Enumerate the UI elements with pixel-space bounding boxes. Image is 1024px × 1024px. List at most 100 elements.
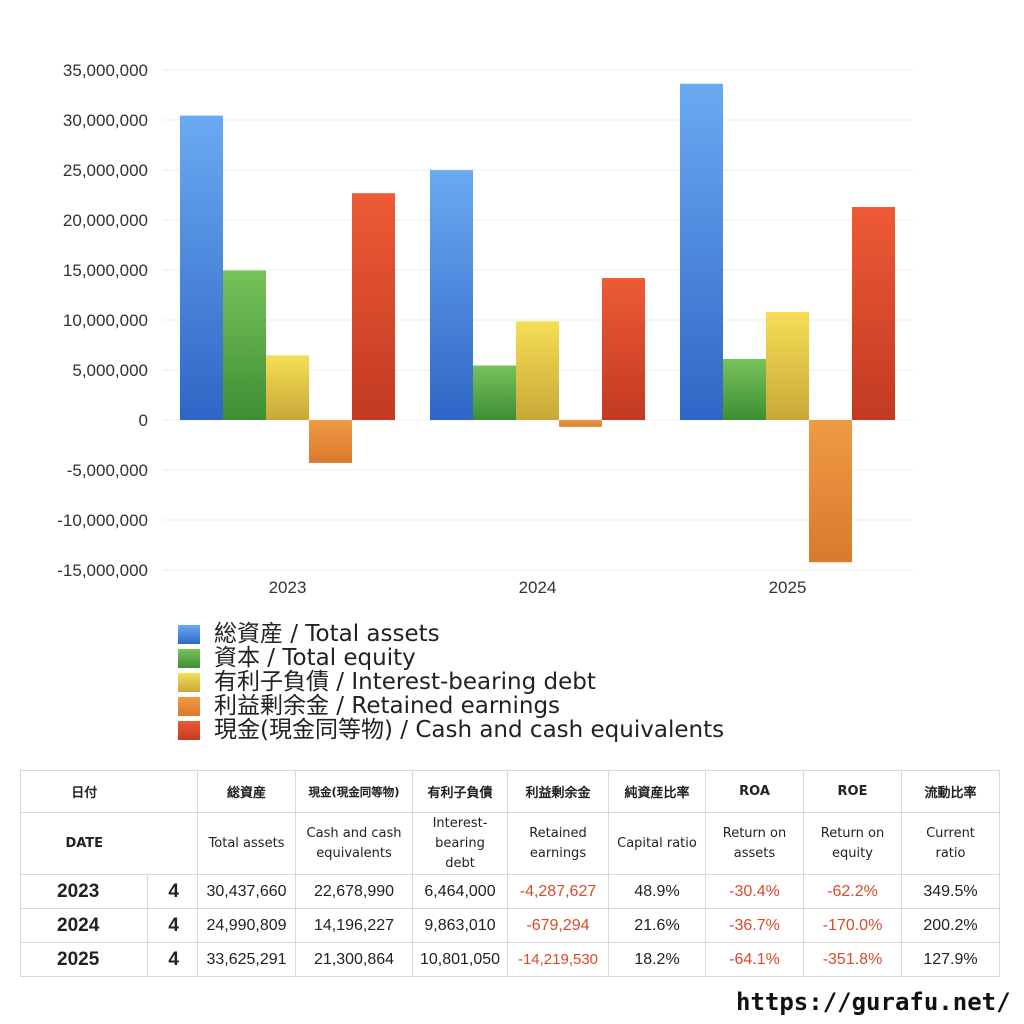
y-tick-label: 30,000,000 [63, 111, 148, 130]
header-debt-jp: 有利子負債 [412, 770, 508, 813]
site-url-watermark: https://gurafu.net/ [736, 988, 1011, 1016]
bar [680, 83, 723, 420]
bar [852, 206, 895, 420]
header-date-en: DATE [20, 812, 148, 875]
legend-label: 有利子負債 / Interest-bearing debt [214, 669, 596, 695]
bar [516, 321, 559, 420]
y-tick-label: 5,000,000 [72, 361, 148, 380]
cell-capital-ratio: 21.6% [608, 908, 706, 943]
chart-legend: 総資産 / Total assets 資本 / Total equity 有利子… [178, 622, 724, 742]
legend-label: 総資産 / Total assets [214, 621, 440, 647]
cell-total-assets: 33,625,291 [197, 942, 296, 977]
cell-date: 2024 [20, 908, 148, 943]
header-retained-jp: 利益剰余金 [507, 770, 609, 813]
cell-retained: -14,219,530 [507, 942, 609, 977]
y-tick-label: 10,000,000 [63, 311, 148, 330]
header-debt-en: Interest-bearing debt [412, 812, 508, 875]
header-blank [147, 770, 198, 813]
cell-roe: -170.0% [803, 908, 902, 943]
bar [430, 170, 473, 420]
cell-debt: 6,464,000 [412, 874, 508, 909]
header-roe-en: Return on equity [803, 812, 902, 875]
cell-month: 4 [147, 942, 198, 977]
y-tick-label: -10,000,000 [57, 511, 148, 530]
bar [473, 365, 516, 420]
header-cash-jp: 現金(現金同等物) [295, 770, 413, 813]
cell-retained: -679,294 [507, 908, 609, 943]
cell-cash: 21,300,864 [295, 942, 413, 977]
table-row: 2023 4 30,437,660 22,678,990 6,464,000 -… [20, 874, 1000, 909]
header-date-jp: 日付 [20, 770, 148, 813]
y-axis-tick-labels: 35,000,000 30,000,000 25,000,000 20,000,000… [57, 61, 148, 580]
cell-roa: -30.4% [705, 874, 804, 909]
legend-swatch [178, 720, 200, 740]
legend-label: 現金(現金同等物) / Cash and cash equivalents [214, 717, 725, 743]
cell-current-ratio: 127.9% [901, 942, 1000, 977]
x-tick-label: 2025 [769, 578, 807, 597]
bar [309, 420, 352, 463]
cell-roe: -62.2% [803, 874, 902, 909]
header-total-assets-en: Total assets [197, 812, 296, 875]
bar [559, 420, 602, 427]
legend-item-total-equity: 資本 / Total equity [178, 646, 724, 670]
cell-date: 2023 [20, 874, 148, 909]
x-tick-label: 2023 [269, 578, 307, 597]
header-current-ratio-en: Current ratio [901, 812, 1000, 875]
cell-capital-ratio: 48.9% [608, 874, 706, 909]
cell-retained: -4,287,627 [507, 874, 609, 909]
cell-cash: 22,678,990 [295, 874, 413, 909]
y-tick-label: 15,000,000 [63, 261, 148, 280]
cell-debt: 10,801,050 [412, 942, 508, 977]
legend-swatch [178, 624, 200, 644]
y-tick-label: 25,000,000 [63, 161, 148, 180]
cell-roa: -64.1% [705, 942, 804, 977]
cell-date: 2025 [20, 942, 148, 977]
table-header-row-en: DATE Total assets Cash and cash equivale… [20, 812, 1000, 875]
cell-total-assets: 30,437,660 [197, 874, 296, 909]
financial-table-container: 日付 総資産 現金(現金同等物) 有利子負債 利益剰余金 純資産比率 ROA R… [20, 770, 1000, 977]
bar [352, 193, 395, 420]
bar [266, 355, 309, 420]
header-capital-ratio-jp: 純資産比率 [608, 770, 706, 813]
cell-total-assets: 24,990,809 [197, 908, 296, 943]
legend-swatch [178, 696, 200, 716]
cell-capital-ratio: 18.2% [608, 942, 706, 977]
table-row: 2024 4 24,990,809 14,196,227 9,863,010 -… [20, 908, 1000, 943]
bars [180, 83, 895, 563]
header-roe-jp: ROE [803, 770, 902, 813]
bar [766, 311, 809, 420]
header-current-ratio-jp: 流動比率 [901, 770, 1000, 813]
legend-item-total-assets: 総資産 / Total assets [178, 622, 724, 646]
cell-roe: -351.8% [803, 942, 902, 977]
legend-label: 資本 / Total equity [214, 645, 416, 671]
y-tick-label: 20,000,000 [63, 211, 148, 230]
header-cash-en: Cash and cash equivalents [295, 812, 413, 875]
legend-swatch [178, 648, 200, 668]
table-row: 2025 4 33,625,291 21,300,864 10,801,050 … [20, 942, 1000, 977]
y-tick-label: -15,000,000 [57, 561, 148, 580]
cell-current-ratio: 349.5% [901, 874, 1000, 909]
header-roa-jp: ROA [705, 770, 804, 813]
financial-table: 日付 総資産 現金(現金同等物) 有利子負債 利益剰余金 純資産比率 ROA R… [20, 770, 1000, 977]
cell-roa: -36.7% [705, 908, 804, 943]
y-tick-label: 0 [139, 411, 148, 430]
legend-swatch [178, 672, 200, 692]
header-roa-en: Return on assets [705, 812, 804, 875]
cell-cash: 14,196,227 [295, 908, 413, 943]
legend-item-retained-earnings: 利益剰余金 / Retained earnings [178, 694, 724, 718]
legend-item-interest-bearing-debt: 有利子負債 / Interest-bearing debt [178, 670, 724, 694]
x-axis-tick-labels: 2023 2024 2025 [269, 578, 807, 597]
bar [602, 278, 645, 420]
cell-month: 4 [147, 908, 198, 943]
y-tick-label: -5,000,000 [67, 461, 148, 480]
bar [223, 270, 266, 420]
x-tick-label: 2024 [519, 578, 557, 597]
table-header-row-jp: 日付 総資産 現金(現金同等物) 有利子負債 利益剰余金 純資産比率 ROA R… [20, 770, 1000, 813]
bar [723, 359, 766, 420]
y-tick-label: 35,000,000 [63, 61, 148, 80]
legend-label: 利益剰余金 / Retained earnings [214, 693, 561, 719]
bar-chart: 35,000,000 30,000,000 25,000,000 20,000,000… [57, 61, 913, 597]
cell-debt: 9,863,010 [412, 908, 508, 943]
legend-item-cash: 現金(現金同等物) / Cash and cash equivalents [178, 718, 724, 742]
header-total-assets-jp: 総資産 [197, 770, 296, 813]
